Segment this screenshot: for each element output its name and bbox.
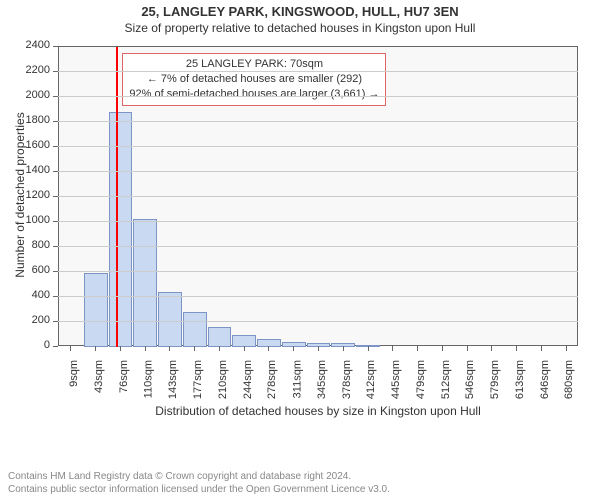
- x-tick: [194, 346, 195, 351]
- x-tick-label: 579sqm: [489, 360, 501, 399]
- y-tick: [53, 171, 58, 172]
- x-tick: [343, 346, 344, 351]
- x-tick-label: 210sqm: [217, 360, 229, 399]
- x-tick-label: 110sqm: [143, 360, 155, 398]
- y-tick-label: 1200: [0, 189, 50, 201]
- gridline: [58, 221, 578, 222]
- y-tick: [53, 296, 58, 297]
- x-tick-label: 43sqm: [93, 360, 105, 393]
- y-tick-label: 1600: [0, 139, 50, 151]
- x-tick-label: 244sqm: [242, 360, 254, 399]
- histogram-bar: [84, 273, 108, 347]
- x-tick-label: 76sqm: [118, 360, 130, 393]
- y-tick-label: 800: [0, 239, 50, 251]
- gridline: [58, 121, 578, 122]
- x-tick-label: 546sqm: [465, 360, 477, 399]
- x-tick-label: 378sqm: [341, 360, 353, 399]
- x-tick-label: 143sqm: [167, 360, 179, 399]
- x-tick-label: 177sqm: [192, 360, 204, 399]
- y-tick: [53, 246, 58, 247]
- x-tick-label: 278sqm: [266, 360, 278, 399]
- y-tick-label: 1000: [0, 214, 50, 226]
- x-tick: [244, 346, 245, 351]
- y-tick-label: 2000: [0, 89, 50, 101]
- y-tick: [53, 321, 58, 322]
- x-tick: [95, 346, 96, 351]
- x-tick: [268, 346, 269, 351]
- x-tick: [467, 346, 468, 351]
- x-tick: [491, 346, 492, 351]
- x-tick-label: 445sqm: [390, 360, 402, 399]
- title-block: 25, LANGLEY PARK, KINGSWOOD, HULL, HU7 3…: [0, 0, 600, 35]
- x-tick-label: 512sqm: [440, 360, 452, 399]
- x-tick: [70, 346, 71, 351]
- x-tick-label: 345sqm: [316, 360, 328, 399]
- y-tick-label: 2400: [0, 39, 50, 51]
- info-line: 92% of semi-detached houses are larger (…: [129, 87, 379, 102]
- footer: Contains HM Land Registry data © Crown c…: [8, 470, 390, 496]
- x-tick: [169, 346, 170, 351]
- histogram-bar: [109, 112, 133, 347]
- gridline: [58, 96, 578, 97]
- y-tick-label: 1400: [0, 164, 50, 176]
- x-tick: [516, 346, 517, 351]
- histogram-bar: [158, 292, 182, 347]
- footer-line: Contains HM Land Registry data © Crown c…: [8, 470, 390, 483]
- x-tick-label: 680sqm: [564, 360, 576, 399]
- x-tick: [318, 346, 319, 351]
- x-tick-label: 412sqm: [366, 360, 378, 399]
- histogram-bar: [183, 312, 207, 347]
- histogram-chart: Number of detached properties Distributi…: [0, 40, 600, 430]
- marker-line: [116, 47, 118, 347]
- gridline: [58, 321, 578, 322]
- gridline: [58, 196, 578, 197]
- x-tick-label: 646sqm: [539, 360, 551, 399]
- x-axis-label: Distribution of detached houses by size …: [58, 404, 578, 418]
- footer-line: Contains public sector information licen…: [8, 483, 390, 496]
- x-tick-label: 613sqm: [514, 360, 526, 399]
- y-tick-label: 600: [0, 264, 50, 276]
- x-tick: [566, 346, 567, 351]
- x-tick: [368, 346, 369, 351]
- y-tick: [53, 146, 58, 147]
- y-tick: [53, 121, 58, 122]
- y-tick-label: 1800: [0, 114, 50, 126]
- gridline: [58, 246, 578, 247]
- gridline: [58, 271, 578, 272]
- y-tick: [53, 96, 58, 97]
- histogram-bar: [208, 327, 232, 347]
- gridline: [58, 71, 578, 72]
- info-line: ← 7% of detached houses are smaller (292…: [129, 72, 379, 87]
- x-tick: [293, 346, 294, 351]
- x-tick: [145, 346, 146, 351]
- x-tick: [120, 346, 121, 351]
- gridline: [58, 296, 578, 297]
- y-tick-label: 0: [0, 339, 50, 351]
- x-tick-label: 479sqm: [415, 360, 427, 399]
- page-subtitle: Size of property relative to detached ho…: [0, 21, 600, 35]
- x-tick: [442, 346, 443, 351]
- y-tick: [53, 196, 58, 197]
- y-tick-label: 400: [0, 289, 50, 301]
- gridline: [58, 146, 578, 147]
- y-tick: [53, 221, 58, 222]
- histogram-bar: [133, 219, 157, 347]
- x-tick: [219, 346, 220, 351]
- x-tick-label: 9sqm: [68, 360, 80, 387]
- x-tick: [541, 346, 542, 351]
- x-tick: [417, 346, 418, 351]
- y-tick-label: 2200: [0, 64, 50, 76]
- info-line: 25 LANGLEY PARK: 70sqm: [129, 57, 379, 72]
- x-tick-label: 311sqm: [291, 360, 303, 398]
- gridline: [58, 171, 578, 172]
- y-tick: [53, 346, 58, 347]
- y-tick: [53, 271, 58, 272]
- page-title: 25, LANGLEY PARK, KINGSWOOD, HULL, HU7 3…: [0, 4, 600, 19]
- y-tick-label: 200: [0, 314, 50, 326]
- info-box: 25 LANGLEY PARK: 70sqm← 7% of detached h…: [122, 53, 386, 106]
- y-tick: [53, 46, 58, 47]
- y-tick: [53, 71, 58, 72]
- x-tick: [392, 346, 393, 351]
